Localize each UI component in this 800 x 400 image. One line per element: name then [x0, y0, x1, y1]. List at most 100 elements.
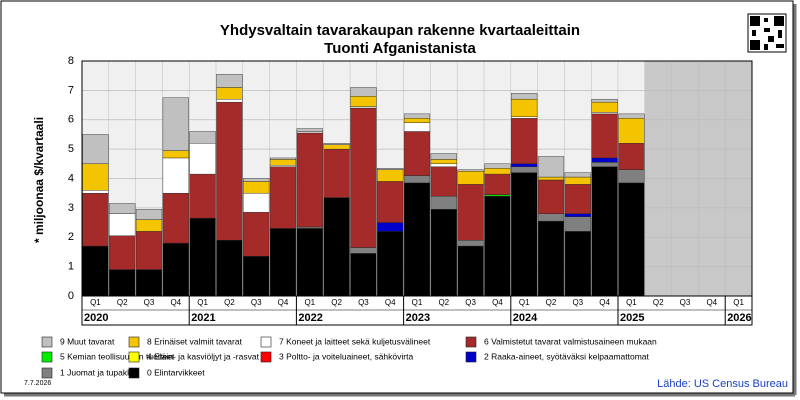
- x-tick-label: Q3: [680, 298, 691, 307]
- bar-segment: [430, 163, 457, 167]
- bar-segment: [511, 98, 538, 118]
- bar-segment: [564, 216, 591, 232]
- bar-segment: [162, 192, 189, 244]
- bar-segment: [377, 181, 404, 223]
- legend-label: 1 Juomat ja tupakka: [60, 367, 136, 377]
- bar-segment: [403, 113, 431, 119]
- x-tick-label: Q3: [465, 298, 476, 307]
- year-label: 2024: [513, 312, 538, 324]
- bar-segment: [537, 176, 565, 181]
- x-tick-label: Q4: [385, 298, 396, 307]
- y-tick-label: 4: [68, 172, 74, 184]
- bar-segment: [430, 209, 457, 297]
- bar-segment: [296, 128, 323, 132]
- bar-segment: [350, 247, 377, 254]
- bar-segment: [511, 93, 538, 100]
- bar-segment: [135, 231, 163, 270]
- x-tick-label: Q2: [438, 298, 449, 307]
- legend-swatch: [128, 336, 140, 348]
- x-tick-label: Q2: [331, 298, 342, 307]
- bar-segment: [243, 212, 270, 257]
- bar-segment: [377, 222, 404, 232]
- x-tick-label: Q4: [170, 298, 181, 307]
- bar-segment: [564, 172, 591, 178]
- legend-label: 9 Muut tavarat: [60, 336, 115, 346]
- bar-segment: [618, 113, 645, 119]
- bar-segment: [109, 269, 136, 297]
- bar-segment: [457, 169, 484, 172]
- x-tick-label: Q3: [144, 298, 155, 307]
- x-tick-label: Q1: [733, 298, 744, 307]
- bar-segment: [618, 143, 645, 170]
- bar-segment: [377, 168, 404, 170]
- bar-segment: [189, 217, 216, 297]
- bar-segment: [564, 231, 591, 297]
- legend-swatch: [465, 336, 477, 348]
- x-tick-label: Q2: [224, 298, 235, 307]
- bar-segment: [189, 143, 216, 175]
- bar-segment: [135, 269, 163, 297]
- bar-segment: [162, 97, 189, 151]
- x-tick-label: Q2: [653, 298, 664, 307]
- bar-segment: [511, 116, 538, 119]
- bar-segment: [269, 157, 297, 160]
- bar-segment: [591, 166, 618, 297]
- bar-segment: [591, 101, 618, 113]
- bar-segment: [269, 165, 297, 167]
- bar-segment: [109, 213, 136, 236]
- bar-segment: [591, 157, 618, 163]
- x-tick-label: Q1: [412, 298, 423, 307]
- source: Lähde: US Census Bureau: [657, 378, 788, 390]
- bar-segment: [135, 219, 163, 232]
- legend-swatch: [260, 336, 272, 348]
- year-label: 2023: [406, 312, 430, 324]
- legend-label: 4 Eläin- ja kasviöljyt ja -rasvat: [147, 351, 260, 361]
- date: 7.7.2026: [24, 380, 51, 387]
- y-axis-label: * miljoonaa $/kvartaali: [32, 117, 46, 243]
- bar-segment: [484, 195, 511, 297]
- bar-segment: [537, 156, 565, 178]
- bar-segment: [403, 131, 431, 176]
- bar-segment: [430, 166, 457, 197]
- bar-segment: [350, 107, 377, 248]
- bar-segment: [296, 226, 323, 229]
- x-tick-label: Q1: [519, 298, 530, 307]
- bar-segment: [162, 150, 189, 159]
- bar-segment: [296, 131, 323, 134]
- bar-segment: [82, 245, 109, 297]
- x-tick-label: Q3: [572, 298, 583, 307]
- legend-swatch: [128, 367, 140, 379]
- bar-segment: [350, 106, 377, 109]
- legend-label: 0 Elintarvikkeet: [147, 367, 205, 377]
- bar-segment: [430, 159, 457, 165]
- x-tick-label: Q4: [278, 298, 289, 307]
- legend-label: 8 Erinäiset valmiit tavarat: [147, 336, 243, 346]
- legend-label: 6 Valmistetut tavarat valmistusaineen mu…: [484, 336, 657, 346]
- bar-segment: [323, 148, 350, 198]
- bar-segment: [484, 163, 511, 169]
- bar-segment: [591, 112, 618, 115]
- bar-segment: [484, 194, 511, 197]
- bar-segment: [216, 87, 243, 100]
- bar-segment: [591, 113, 618, 159]
- year-label: 2026: [727, 312, 751, 324]
- bar-segment: [296, 132, 323, 228]
- bar-segment: [216, 98, 243, 103]
- bar-segment: [109, 203, 136, 214]
- bar-segment: [403, 182, 431, 297]
- x-tick-label: Q1: [626, 298, 637, 307]
- bar-segment: [564, 184, 591, 214]
- bar-segment: [109, 235, 136, 270]
- x-tick-label: Q2: [546, 298, 557, 307]
- bar-segment: [511, 166, 538, 173]
- bar-segment: [350, 87, 377, 97]
- bar-segment: [243, 178, 270, 182]
- x-tick-label: Q3: [358, 298, 369, 307]
- legend-swatch: [260, 351, 272, 363]
- legend-swatch: [128, 351, 140, 363]
- bar-segment: [189, 173, 216, 219]
- bar-segment: [323, 143, 350, 145]
- bar-segment: [564, 213, 591, 217]
- bar-segment: [377, 169, 404, 182]
